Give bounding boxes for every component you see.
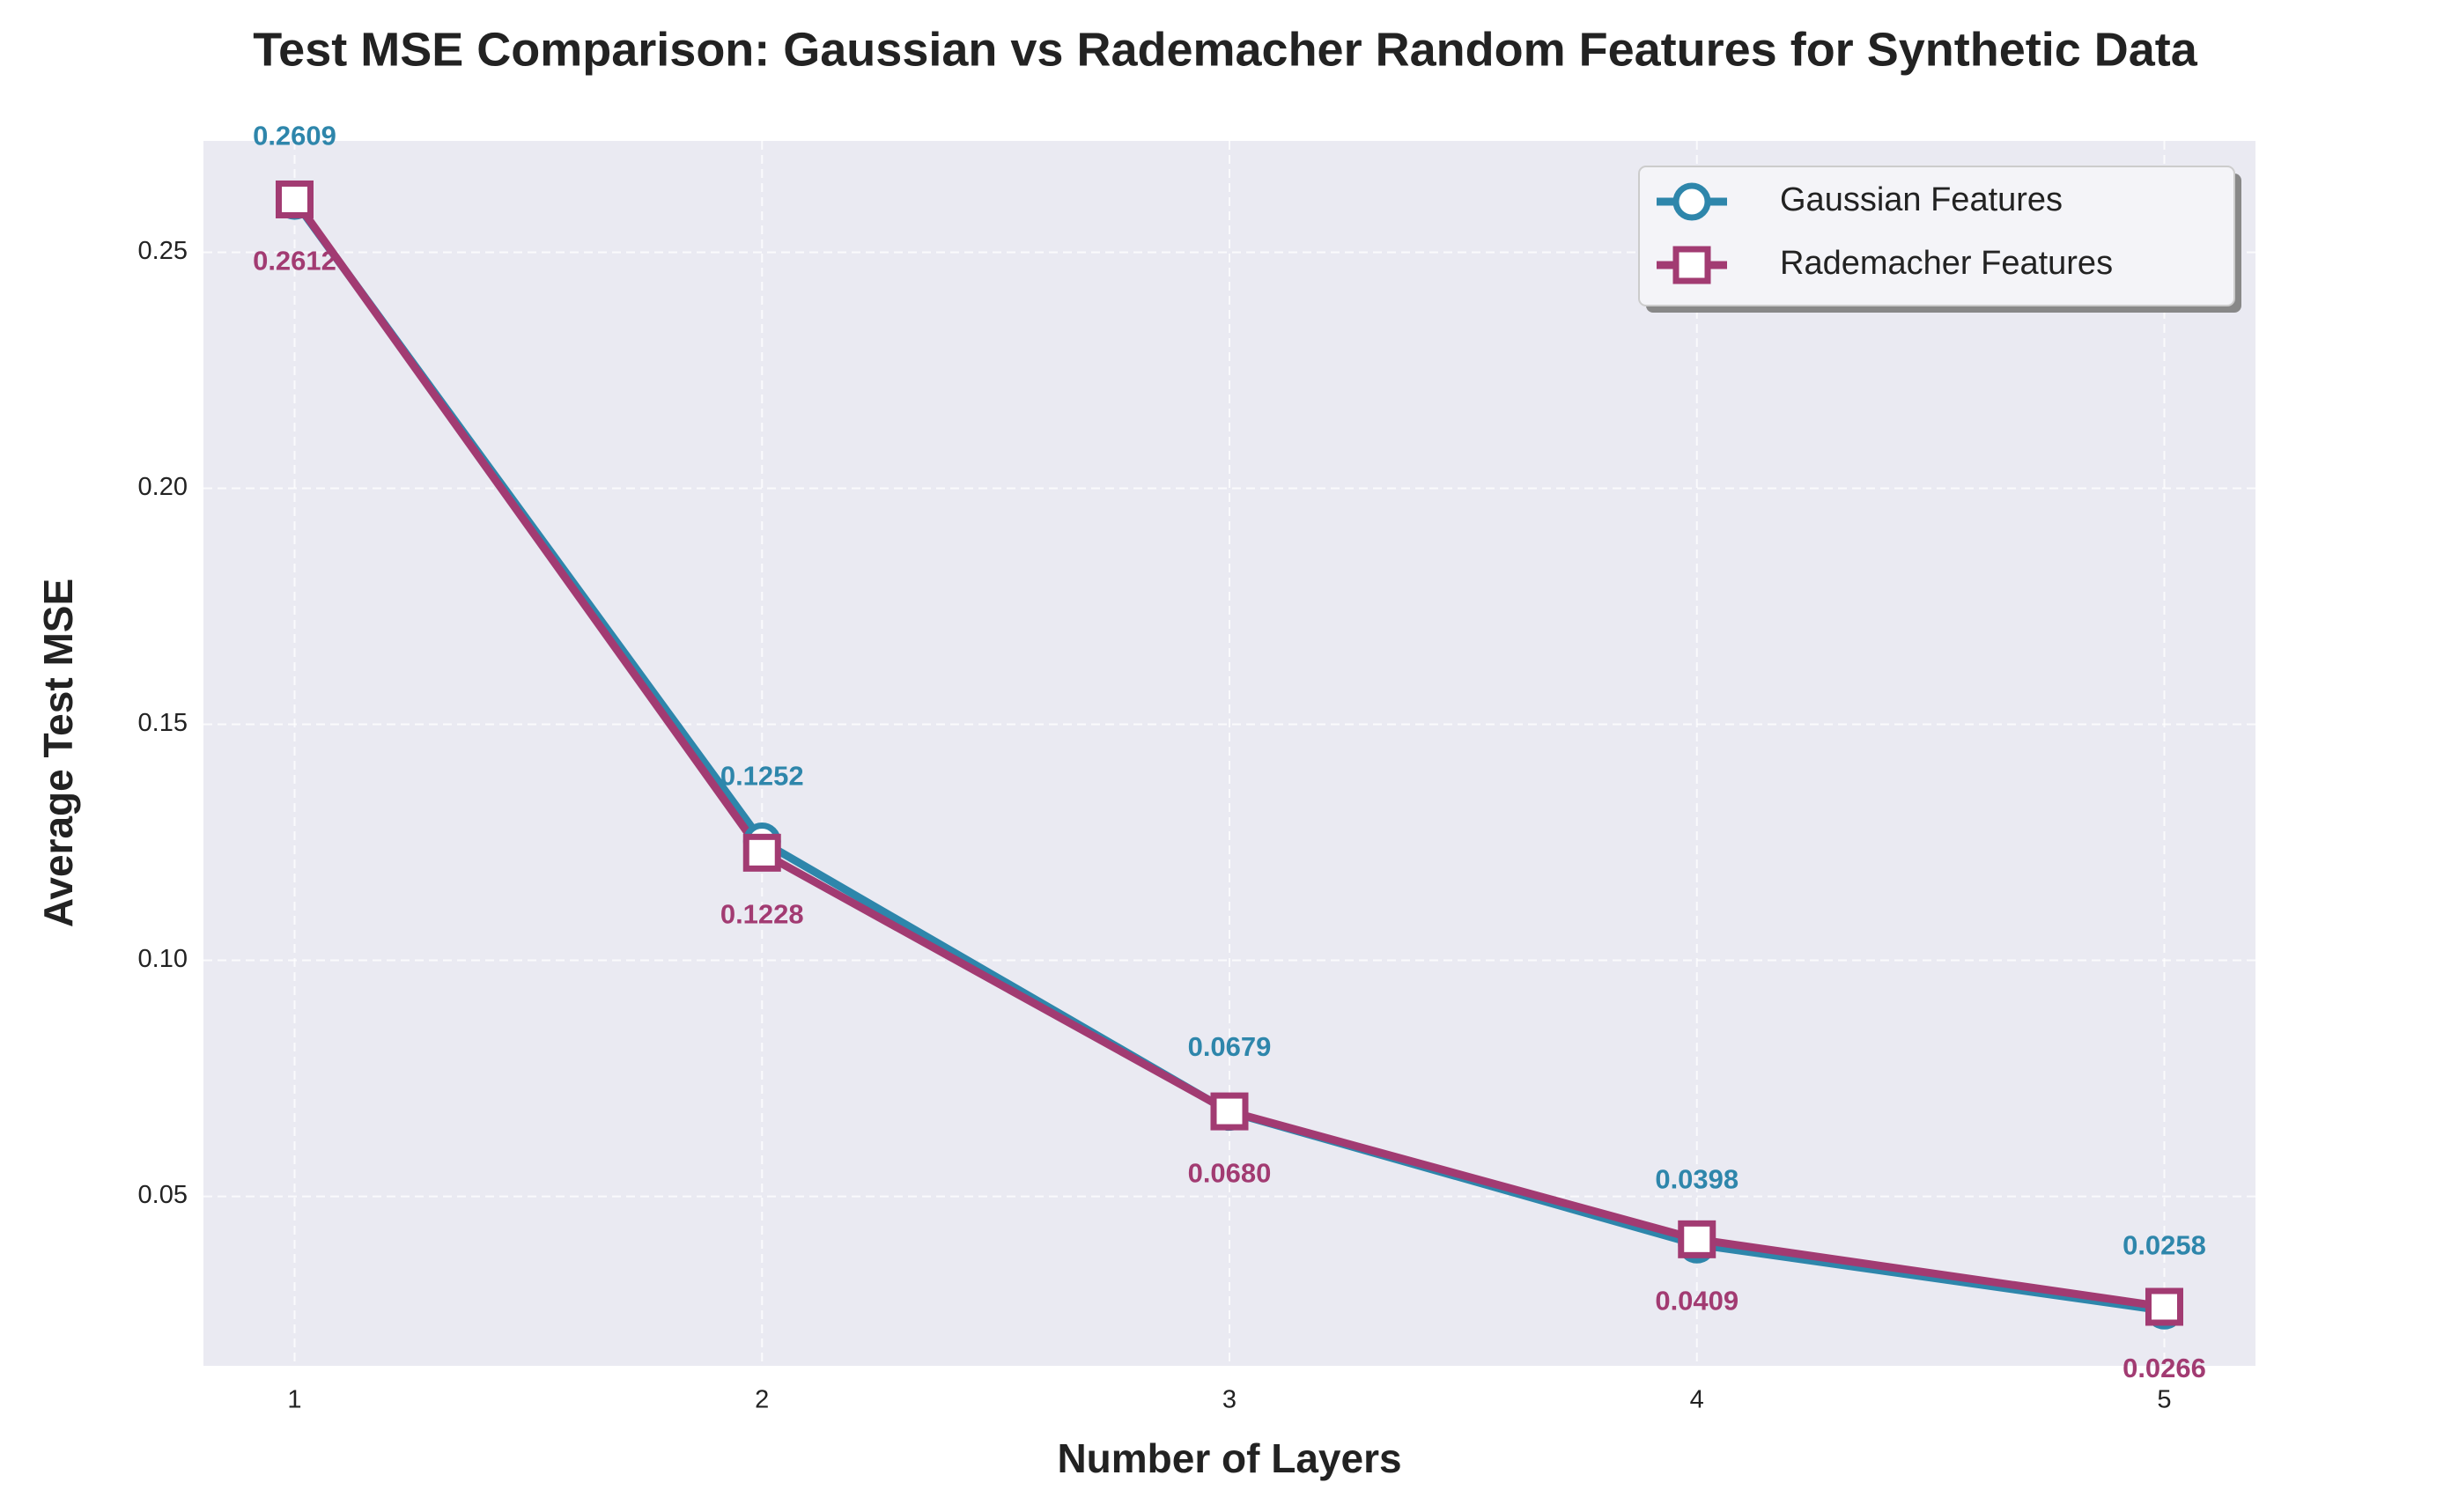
value-label: 0.0266 xyxy=(2122,1353,2206,1383)
y-tick-label: 0.25 xyxy=(138,237,188,265)
y-tick-label: 0.10 xyxy=(138,945,188,973)
marker xyxy=(1672,182,1711,221)
value-label: 0.0409 xyxy=(1655,1286,1739,1317)
y-axis-label: Average Test MSE xyxy=(35,579,81,927)
value-label: 0.1228 xyxy=(720,899,804,930)
x-axis-label: Number of Layers xyxy=(1057,1435,1401,1481)
chart-title: Test MSE Comparison: Gaussian vs Rademac… xyxy=(253,23,2198,76)
y-tick-label: 0.15 xyxy=(138,709,188,737)
legend: Gaussian Features Rademacher Features xyxy=(1638,166,2241,313)
y-tick-label: 0.05 xyxy=(138,1181,188,1209)
x-tick-label: 5 xyxy=(2157,1386,2171,1414)
value-label: 0.1252 xyxy=(720,761,804,792)
value-label: 0.0679 xyxy=(1188,1031,1272,1062)
marker xyxy=(2145,1287,2184,1326)
marker xyxy=(1210,1092,1249,1131)
marker xyxy=(275,180,314,218)
value-label: 0.0680 xyxy=(1188,1157,1272,1188)
x-tick-label: 1 xyxy=(287,1386,301,1414)
value-label: 0.0398 xyxy=(1655,1163,1739,1194)
x-tick-label: 2 xyxy=(755,1386,769,1414)
legend-label: Gaussian Features xyxy=(1780,181,2063,218)
value-label: 0.2609 xyxy=(253,120,336,151)
legend-label: Rademacher Features xyxy=(1780,245,2113,282)
x-tick-label: 3 xyxy=(1222,1386,1237,1414)
marker xyxy=(1678,1220,1716,1258)
legend-box xyxy=(1638,166,2235,306)
x-tick-label: 4 xyxy=(1690,1386,1704,1414)
value-label: 0.0258 xyxy=(2122,1229,2206,1260)
marker xyxy=(742,833,781,872)
y-tick-label: 0.20 xyxy=(138,473,188,501)
value-label: 0.2612 xyxy=(253,246,336,277)
marker xyxy=(1672,246,1711,284)
plot: 0.2609 0.1252 0.0679 0.0398 0.0258 0.2612 0.12… xyxy=(253,120,2206,1383)
